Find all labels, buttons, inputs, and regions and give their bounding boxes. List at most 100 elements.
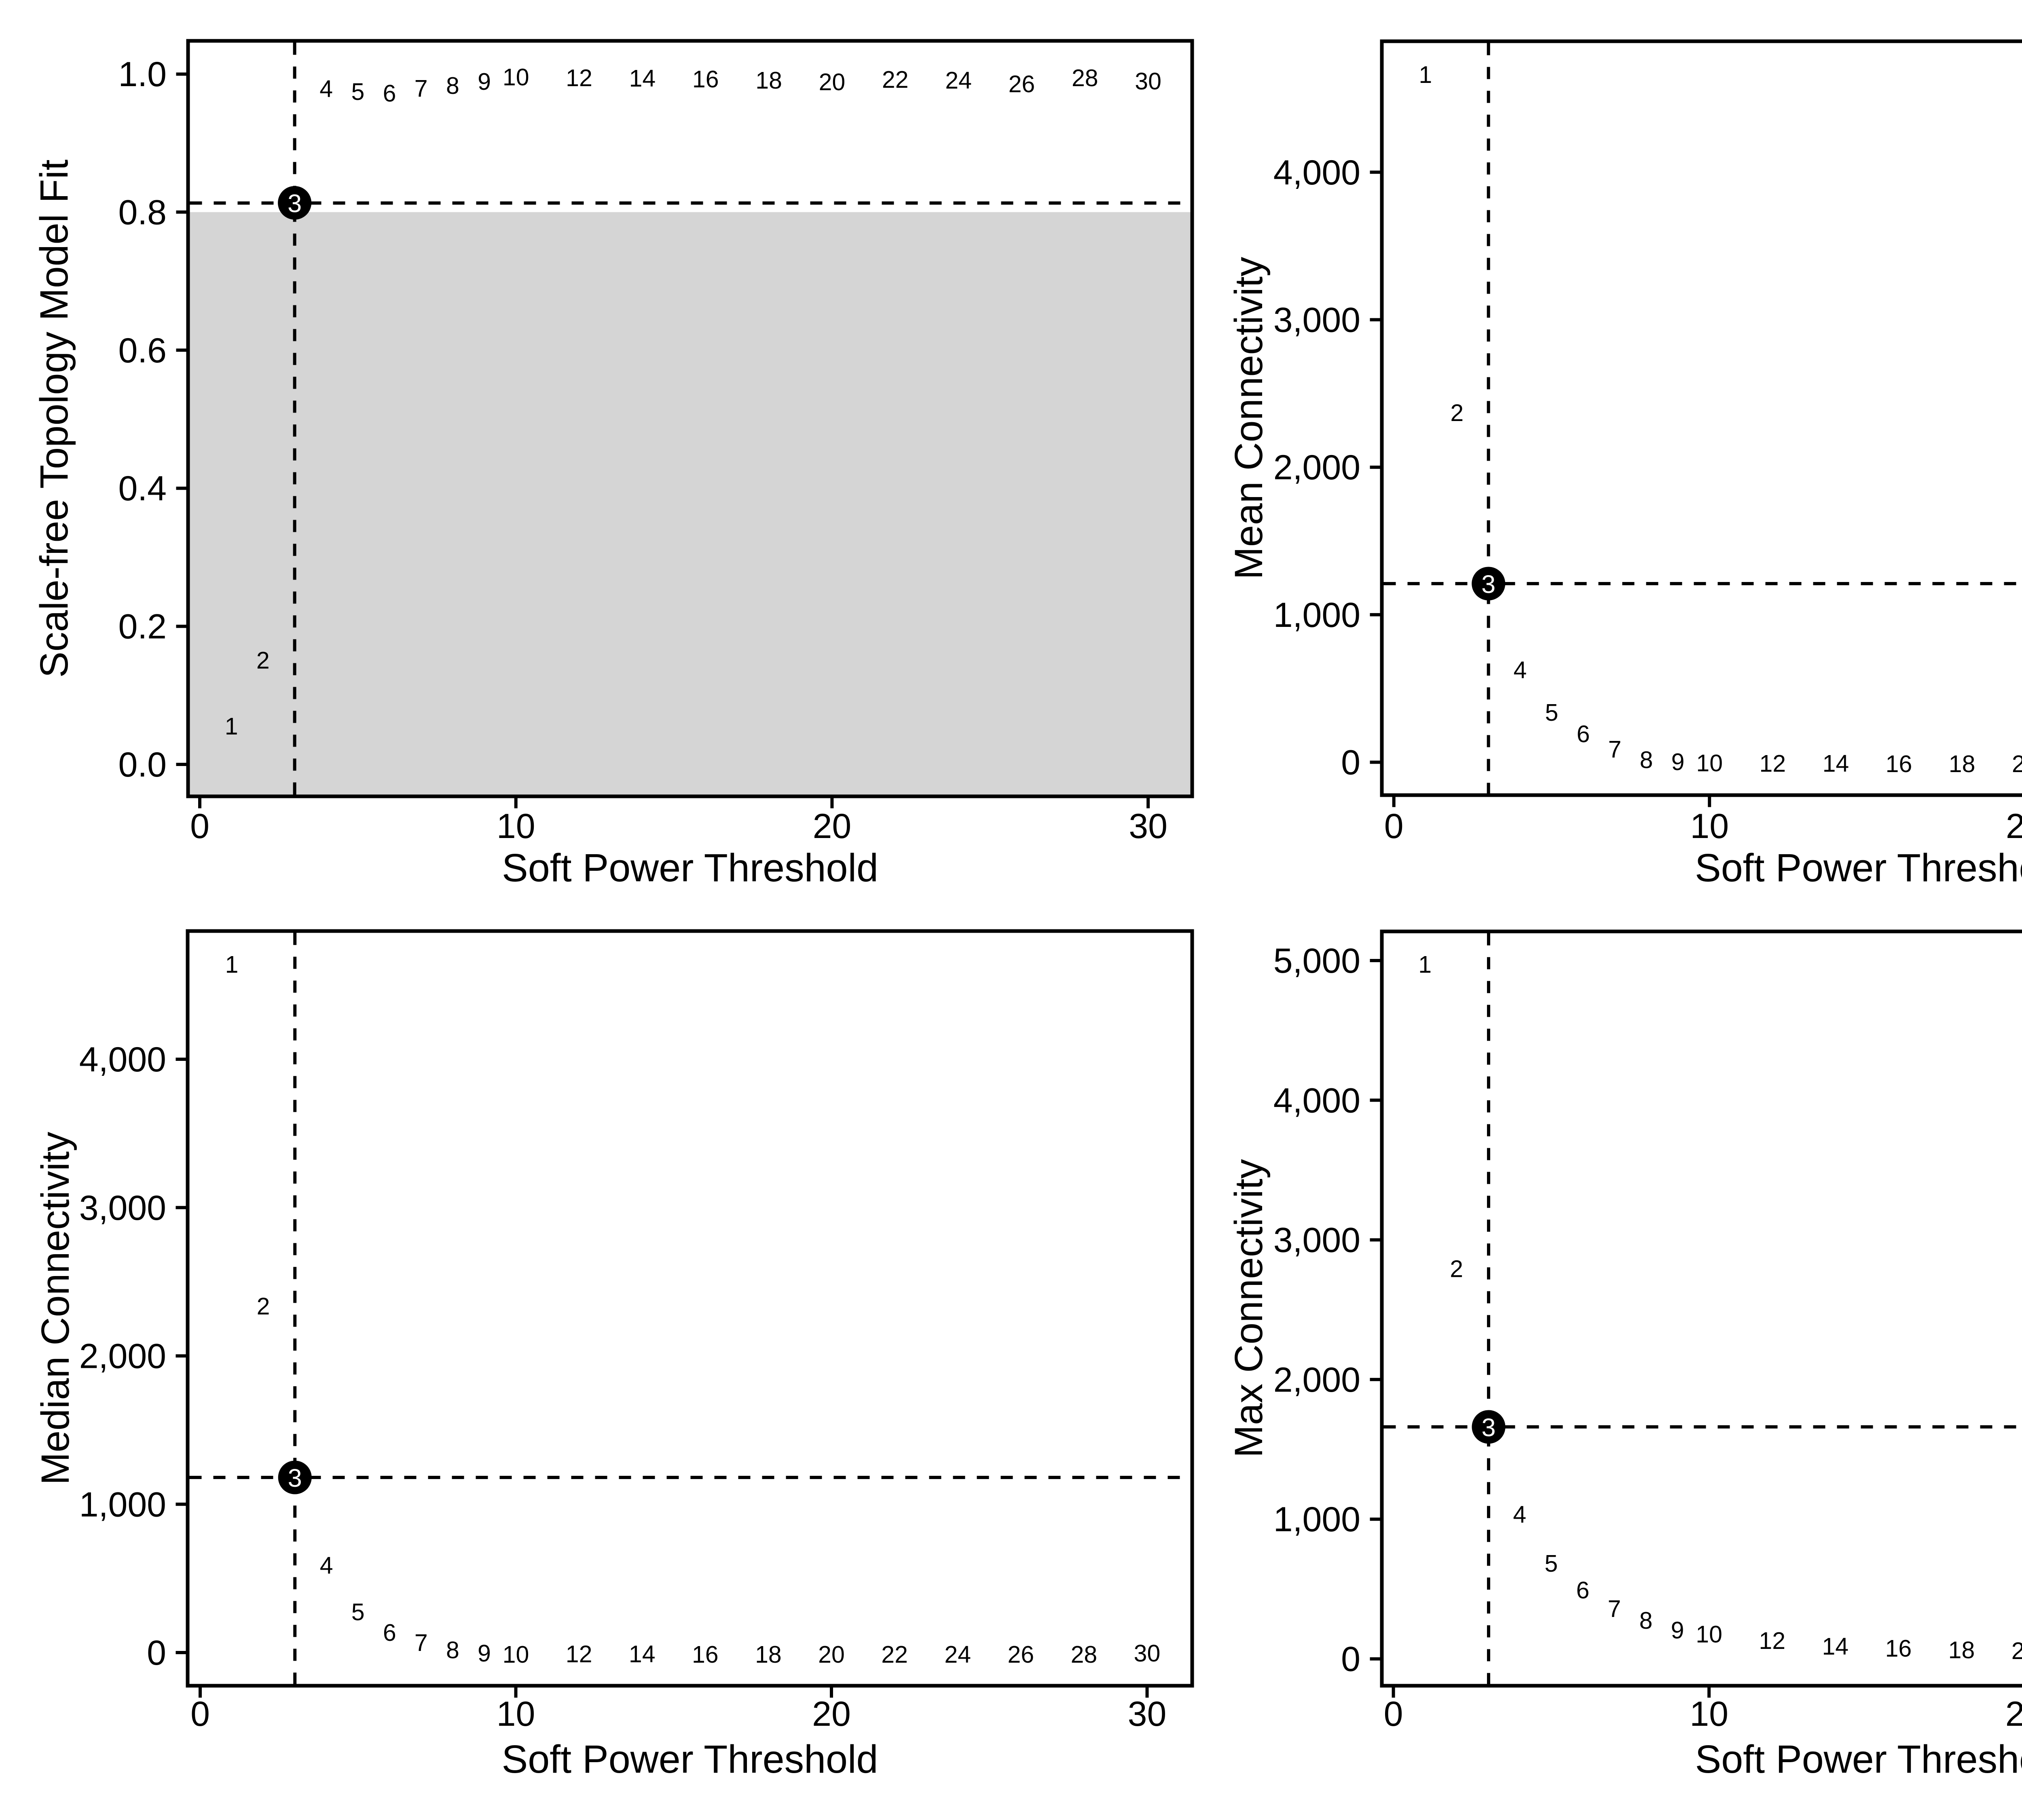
svg-text:Mean Connectivity: Mean Connectivity <box>1227 257 1271 580</box>
svg-text:3: 3 <box>1481 570 1495 599</box>
svg-text:4: 4 <box>1513 1501 1526 1528</box>
svg-text:Soft Power Threshold: Soft Power Threshold <box>502 846 878 890</box>
svg-text:6: 6 <box>1576 1577 1589 1604</box>
svg-text:2,000: 2,000 <box>1273 448 1360 487</box>
svg-text:20: 20 <box>818 1641 845 1668</box>
svg-text:10: 10 <box>497 1695 535 1733</box>
svg-text:Soft Power Threshold: Soft Power Threshold <box>1695 1737 2022 1781</box>
svg-text:10: 10 <box>503 64 529 91</box>
svg-text:7: 7 <box>415 1630 428 1656</box>
svg-text:10: 10 <box>1690 1695 1728 1733</box>
svg-text:Scale-free Topology Model Fit: Scale-free Topology Model Fit <box>32 159 76 677</box>
svg-text:4: 4 <box>320 1552 333 1579</box>
svg-text:2,000: 2,000 <box>1273 1361 1360 1399</box>
svg-text:20: 20 <box>2006 807 2022 846</box>
svg-text:3,000: 3,000 <box>1273 301 1360 340</box>
svg-text:0: 0 <box>1384 807 1404 846</box>
svg-text:Soft Power Threshold: Soft Power Threshold <box>1695 846 2022 890</box>
svg-text:5: 5 <box>351 78 364 105</box>
svg-text:12: 12 <box>566 65 592 91</box>
svg-text:16: 16 <box>1885 1635 1912 1662</box>
svg-text:10: 10 <box>503 1641 529 1668</box>
svg-text:1: 1 <box>1419 61 1432 88</box>
svg-text:5: 5 <box>351 1599 365 1625</box>
svg-text:1: 1 <box>225 951 239 978</box>
svg-text:0.8: 0.8 <box>118 193 167 232</box>
svg-text:8: 8 <box>1640 747 1653 773</box>
svg-text:0.4: 0.4 <box>118 469 167 508</box>
svg-text:0.2: 0.2 <box>118 607 167 646</box>
svg-text:9: 9 <box>478 1640 491 1667</box>
svg-text:3,000: 3,000 <box>1273 1221 1360 1260</box>
svg-text:7: 7 <box>1608 736 1622 763</box>
svg-text:18: 18 <box>1948 1637 1975 1663</box>
svg-text:9: 9 <box>1671 1617 1684 1644</box>
svg-text:22: 22 <box>881 1641 908 1668</box>
svg-text:0: 0 <box>190 1695 210 1733</box>
svg-text:1: 1 <box>225 713 238 740</box>
svg-text:3: 3 <box>288 1464 302 1492</box>
svg-text:7: 7 <box>1607 1596 1621 1622</box>
svg-text:4,000: 4,000 <box>1273 153 1360 192</box>
svg-text:30: 30 <box>1129 807 1168 846</box>
svg-text:26: 26 <box>1009 71 1035 97</box>
svg-text:20: 20 <box>2011 1638 2022 1664</box>
svg-text:4,000: 4,000 <box>79 1040 166 1079</box>
svg-text:14: 14 <box>1823 750 1849 777</box>
svg-text:28: 28 <box>1072 65 1098 91</box>
svg-text:2: 2 <box>257 1293 270 1320</box>
svg-text:3: 3 <box>1481 1414 1495 1442</box>
svg-text:3: 3 <box>288 190 302 218</box>
svg-text:8: 8 <box>446 72 459 99</box>
svg-text:2: 2 <box>1450 400 1464 426</box>
svg-text:0: 0 <box>1341 743 1360 782</box>
svg-text:1.0: 1.0 <box>118 55 167 94</box>
svg-text:Median Connectivity: Median Connectivity <box>33 1132 77 1485</box>
svg-text:20: 20 <box>813 807 852 846</box>
svg-text:14: 14 <box>1822 1633 1849 1660</box>
svg-text:6: 6 <box>383 1619 396 1646</box>
svg-text:0.6: 0.6 <box>118 331 167 370</box>
svg-text:0: 0 <box>1384 1695 1403 1733</box>
svg-text:18: 18 <box>1949 751 1975 777</box>
svg-text:9: 9 <box>1671 749 1685 775</box>
svg-text:8: 8 <box>446 1637 459 1663</box>
svg-text:30: 30 <box>1134 1640 1161 1667</box>
svg-text:26: 26 <box>1007 1641 1034 1668</box>
svg-text:20: 20 <box>2005 1695 2022 1733</box>
svg-text:4: 4 <box>1513 657 1527 684</box>
svg-text:12: 12 <box>1759 1627 1785 1654</box>
svg-text:10: 10 <box>1690 807 1729 846</box>
svg-text:30: 30 <box>1128 1695 1167 1733</box>
svg-text:1,000: 1,000 <box>1273 596 1360 635</box>
svg-text:14: 14 <box>629 1641 656 1668</box>
svg-text:2,000: 2,000 <box>79 1337 166 1376</box>
svg-text:0: 0 <box>147 1634 166 1672</box>
svg-text:3,000: 3,000 <box>79 1189 166 1227</box>
svg-text:30: 30 <box>1135 68 1161 95</box>
svg-text:5: 5 <box>1545 699 1558 726</box>
svg-text:2: 2 <box>1450 1256 1463 1282</box>
svg-text:6: 6 <box>1577 721 1590 747</box>
svg-text:1,000: 1,000 <box>79 1485 166 1524</box>
svg-text:4: 4 <box>319 76 333 102</box>
svg-text:14: 14 <box>629 65 656 92</box>
svg-text:10: 10 <box>1696 1621 1722 1648</box>
svg-text:0: 0 <box>1341 1640 1360 1679</box>
svg-text:18: 18 <box>755 67 782 94</box>
svg-text:Soft Power Threshold: Soft Power Threshold <box>502 1737 878 1781</box>
svg-text:0: 0 <box>190 807 209 846</box>
svg-text:20: 20 <box>819 69 846 95</box>
svg-text:9: 9 <box>478 68 491 95</box>
svg-text:16: 16 <box>1886 751 1912 777</box>
svg-text:8: 8 <box>1639 1607 1653 1634</box>
svg-text:5,000: 5,000 <box>1273 942 1360 980</box>
svg-text:0.0: 0.0 <box>118 745 167 784</box>
svg-text:Max Connectivity: Max Connectivity <box>1227 1159 1271 1458</box>
svg-text:1: 1 <box>1418 951 1432 978</box>
svg-text:12: 12 <box>566 1641 592 1668</box>
svg-text:20: 20 <box>2012 751 2022 777</box>
svg-text:4,000: 4,000 <box>1273 1081 1360 1120</box>
svg-text:6: 6 <box>383 80 396 107</box>
svg-text:24: 24 <box>945 67 972 94</box>
